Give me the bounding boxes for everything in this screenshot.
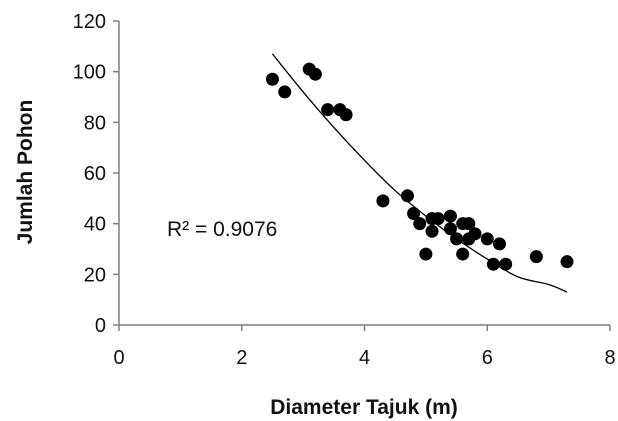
data-point (499, 257, 513, 271)
y-tick-label: 0 (95, 315, 106, 337)
data-point (560, 255, 574, 269)
y-axis-title: Jumlah Pohon (14, 100, 37, 245)
y-tick-label: 60 (84, 163, 106, 185)
data-point (462, 217, 476, 231)
y-tick-label: 100 (73, 62, 106, 84)
x-axis-ticks: 0 2 4 6 8 (113, 325, 616, 369)
x-axis-title: Diameter Tajuk (m) (270, 396, 458, 419)
data-point (265, 72, 279, 86)
data-point (529, 250, 543, 264)
data-point (431, 212, 445, 226)
data-point (443, 209, 457, 223)
r-squared-annotation: R² = 0.9076 (167, 218, 277, 241)
data-point (376, 194, 390, 208)
x-tick-label: 8 (604, 347, 615, 369)
data-point (493, 237, 507, 251)
data-point (443, 222, 457, 236)
data-point (419, 247, 433, 261)
data-point (400, 189, 414, 203)
data-point (480, 232, 494, 246)
data-point (486, 257, 500, 271)
data-point (407, 207, 421, 221)
x-tick-label: 0 (113, 347, 124, 369)
y-tick-label: 20 (84, 264, 106, 286)
trend-line (271, 53, 568, 293)
data-point (468, 227, 482, 241)
data-point (278, 85, 292, 99)
x-tick-label: 4 (359, 347, 370, 369)
y-tick-label: 80 (84, 112, 106, 134)
x-tick-label: 2 (236, 347, 247, 369)
x-tick-label: 6 (482, 347, 493, 369)
y-axis-ticks: 0 20 40 60 80 100 120 (73, 11, 119, 337)
y-tick-label: 40 (84, 214, 106, 236)
data-points (265, 62, 574, 271)
data-point (425, 224, 439, 238)
data-point (456, 247, 470, 261)
data-point (450, 232, 464, 246)
data-point (339, 108, 353, 122)
y-tick-label: 120 (73, 11, 106, 33)
data-point (413, 217, 427, 231)
data-point (321, 103, 335, 117)
data-point (308, 67, 322, 81)
